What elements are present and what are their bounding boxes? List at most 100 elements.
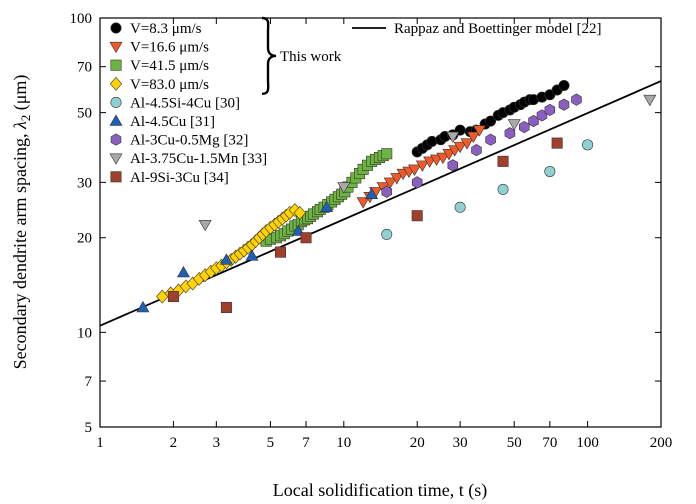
y-axis-label: Secondary dendrite arm spacing, λ2 (μm) xyxy=(10,75,33,370)
y-tick-label: 10 xyxy=(77,325,92,341)
data-point-series-6 xyxy=(519,120,530,134)
legend-label: V=16.6 μm/s xyxy=(130,40,209,56)
legend-label: Al-4.5Cu [31] xyxy=(130,114,215,130)
x-tick-label: 5 xyxy=(267,435,275,451)
data-point-series-6 xyxy=(381,185,392,198)
data-point-series-7 xyxy=(337,182,351,194)
data-point-series-2 xyxy=(381,148,393,160)
data-point-series-4 xyxy=(497,183,509,195)
data-point-series-8 xyxy=(220,301,232,313)
data-point-series-0 xyxy=(558,79,570,91)
legend-line-label: Rappaz and Boettinger model [22] xyxy=(394,21,601,37)
x-tick-label: 10 xyxy=(336,435,351,451)
x-tick-label: 200 xyxy=(650,435,673,451)
data-points xyxy=(136,79,657,313)
data-point-series-8 xyxy=(497,155,509,167)
data-point-series-1 xyxy=(436,152,450,165)
data-point-series-5 xyxy=(365,187,379,199)
legend-label: V=83.0 μm/s xyxy=(130,77,209,93)
data-point-series-5 xyxy=(176,265,190,278)
legend-label: Al-3.75Cu-1.5Mn [33] xyxy=(130,151,267,167)
data-point-series-8 xyxy=(275,246,287,258)
data-point-series-6 xyxy=(504,127,516,140)
data-point-series-1 xyxy=(390,173,404,185)
data-point-series-6 xyxy=(485,133,496,146)
legend-marker xyxy=(109,153,123,165)
data-point-series-5 xyxy=(136,300,150,313)
data-point-series-7 xyxy=(446,131,460,144)
x-tick-label: 30 xyxy=(453,435,468,451)
x-tick-label: 50 xyxy=(507,435,522,451)
x-tick-label: 7 xyxy=(302,435,310,451)
data-point-series-5 xyxy=(320,200,334,212)
legend-label: V=8.3 μm/s xyxy=(130,21,202,37)
data-point-series-3 xyxy=(293,205,306,220)
data-point-series-6 xyxy=(471,144,482,157)
x-axis-label: Local solidification time, t (s) xyxy=(273,480,487,501)
this-work-label: This work xyxy=(280,49,342,65)
data-point-series-1 xyxy=(460,138,474,150)
data-point-series-1 xyxy=(453,141,467,154)
plot-frame xyxy=(99,17,662,428)
legend-label: Al-4.5Si-4Cu [30] xyxy=(130,95,240,111)
data-point-series-1 xyxy=(356,197,370,209)
data-point-series-4 xyxy=(582,139,594,151)
data-point-series-4 xyxy=(544,165,556,177)
legend-label: Al-9Si-3Cu [34] xyxy=(130,170,229,186)
legend-label: V=41.5 μm/s xyxy=(130,58,209,74)
x-tick-label: 1 xyxy=(96,435,104,451)
x-tick-label: 70 xyxy=(542,435,557,451)
data-point-series-8 xyxy=(551,137,563,149)
y-tick-label: 30 xyxy=(77,175,92,191)
legend-marker xyxy=(110,22,122,34)
legend: V=8.3 μm/s V=16.6 μm/s V=41.5 μm/s V=83.0 μ… xyxy=(109,16,601,186)
y-tick-label: 50 xyxy=(77,106,92,122)
data-point-series-6 xyxy=(571,93,582,106)
data-point-series-6 xyxy=(411,176,423,189)
legend-marker xyxy=(110,96,122,108)
y-axis-label-symbol: λ xyxy=(10,121,30,130)
legend-marker xyxy=(109,41,123,54)
data-point-series-7 xyxy=(198,220,212,232)
y-tick-label: 7 xyxy=(85,374,93,390)
data-point-series-8 xyxy=(167,291,179,303)
data-point-series-1 xyxy=(466,131,480,144)
data-point-series-1 xyxy=(472,125,486,137)
data-point-series-6 xyxy=(558,98,570,111)
y-axis-label-main: Secondary dendrite arm spacing, xyxy=(10,129,30,369)
legend-marker xyxy=(109,114,123,126)
legend-marker xyxy=(110,133,122,146)
legend-label: Al-3Cu-0.5Mg [32] xyxy=(130,133,248,149)
data-point-series-6 xyxy=(447,159,459,172)
y-axis-label-unit: (μm) xyxy=(10,75,31,115)
data-point-series-7 xyxy=(507,119,521,131)
data-point-series-8 xyxy=(300,232,312,244)
data-point-series-8 xyxy=(411,210,423,222)
legend-marker xyxy=(110,59,122,71)
legend-marker xyxy=(110,171,122,183)
axis-ticks: 1 2 3 5 7 10 20 30 50 70 100 200 5 7 10 20 30 50 70 100 xyxy=(70,11,673,451)
data-point-series-7 xyxy=(643,94,657,107)
data-point-series-5 xyxy=(245,249,259,261)
legend-marker xyxy=(109,76,123,91)
y-tick-label: 5 xyxy=(85,420,93,436)
data-point-series-1 xyxy=(383,177,397,189)
data-point-series-5 xyxy=(219,253,233,265)
data-point-series-6 xyxy=(544,103,556,116)
data-point-series-4 xyxy=(454,201,466,213)
data-point-series-1 xyxy=(415,160,429,172)
x-tick-label: 20 xyxy=(410,435,425,451)
x-tick-label: 3 xyxy=(213,435,221,451)
y-axis-label-subscript: 2 xyxy=(18,115,33,122)
y-tick-label: 20 xyxy=(77,231,92,247)
data-point-series-1 xyxy=(423,156,437,168)
y-tick-label: 100 xyxy=(70,11,93,27)
y-tick-label: 70 xyxy=(77,60,92,76)
data-point-series-0 xyxy=(485,115,497,127)
data-point-series-1 xyxy=(408,164,422,176)
x-tick-label: 100 xyxy=(576,435,599,451)
this-work-brace xyxy=(261,16,277,95)
x-tick-label: 2 xyxy=(170,435,178,451)
data-point-series-4 xyxy=(381,228,393,240)
